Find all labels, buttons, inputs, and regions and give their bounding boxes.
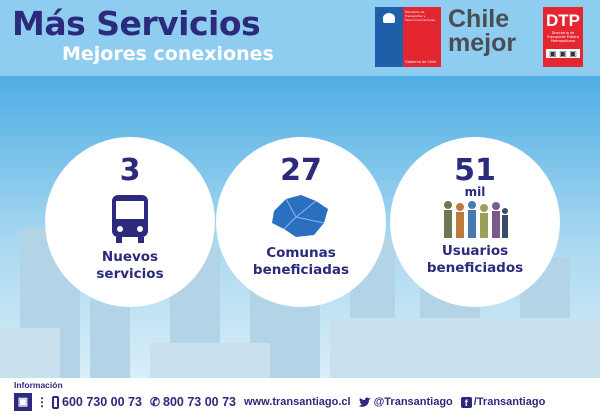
twitter-link[interactable]: @Transantiago (373, 396, 453, 408)
footer: Información ▣ ⋮ 600 730 00 73 ✆ 800 73 0… (0, 378, 600, 418)
chile-text: Chile (448, 5, 510, 33)
stat-label: beneficiadas (252, 262, 350, 278)
website-link[interactable]: www.transantiago.cl (244, 396, 351, 408)
page-title: Más Servicios (12, 4, 261, 43)
facebook-icon: f (460, 396, 472, 408)
twitter-icon (358, 397, 371, 407)
mobile-phone-icon (52, 395, 59, 409)
stat-value: 51 (454, 153, 496, 188)
gov-text: Ministerio de Transportes y Telecomunica… (405, 10, 436, 22)
bus-stop-icon: ▣ (14, 393, 32, 411)
stat-label: beneficiados (426, 260, 524, 276)
info-label: Información (14, 380, 63, 390)
facebook-link[interactable]: /Transantiago (473, 396, 546, 408)
stat-label: servicios (96, 266, 164, 282)
stat-value: 27 (280, 153, 322, 188)
star-icon (375, 7, 403, 67)
page-subtitle: Mejores conexiones (62, 43, 274, 65)
map-icon (272, 195, 328, 237)
transport-icons: ▣ ▣ ▣ (546, 49, 580, 58)
gov-footer: Gobierno de Chile (405, 60, 437, 64)
phone-fixed[interactable]: 800 73 00 73 (163, 395, 237, 409)
stat-comunas: 27 Comunas beneficiadas (216, 137, 386, 307)
stat-unit: mil (464, 185, 486, 199)
dots-icon: ⋮ (36, 395, 48, 409)
dtp-logo: DTP Directorio de Transporte Público Metr… (543, 7, 583, 67)
people-icon (444, 201, 508, 238)
mejor-text: mejor (448, 29, 517, 57)
bus-icon (112, 195, 148, 243)
stat-value: 3 (119, 153, 141, 188)
gobierno-de-chile-logo: Ministerio de Transportes y Telecomunica… (375, 7, 441, 67)
chile-mejor-logo: Chile mejor (448, 5, 517, 57)
phone-icon: ✆ (149, 395, 161, 409)
stat-nuevos-servicios: 3 Nuevos servicios (45, 137, 215, 307)
header: Más Servicios Mejores conexiones Ministe… (0, 0, 600, 76)
dtp-text: DTP (546, 11, 580, 30)
stat-usuarios: 51 mil Usuarios beneficiados (390, 137, 560, 307)
stat-label: Nuevos (101, 249, 159, 265)
stat-label: Usuarios (441, 243, 509, 259)
dtp-subtext: Directorio de Transporte Público Metropo… (546, 31, 580, 43)
stat-label: Comunas (266, 245, 336, 261)
phone-mobile[interactable]: 600 730 00 73 (62, 395, 142, 409)
